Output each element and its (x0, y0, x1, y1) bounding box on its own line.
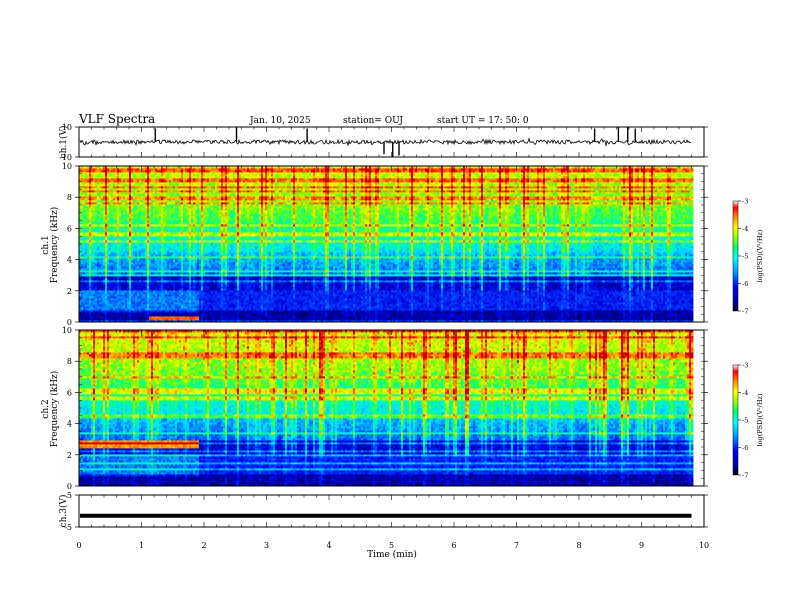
figure-title: VLF Spectra (78, 112, 155, 126)
vlf-figure: VLF Spectra Jan. 10, 2025 station= OUJ s… (0, 0, 792, 612)
date-label: Jan. 10, 2025 (249, 116, 311, 126)
ch1-waveform-trace (80, 139, 691, 146)
start-time-label: start UT = 17: 50: 0 (437, 116, 529, 126)
station-label: station= OUJ (343, 116, 403, 126)
ch1-spectrogram-cells (79, 166, 693, 322)
ch1-waveform-panel: 10-10 (59, 123, 708, 162)
